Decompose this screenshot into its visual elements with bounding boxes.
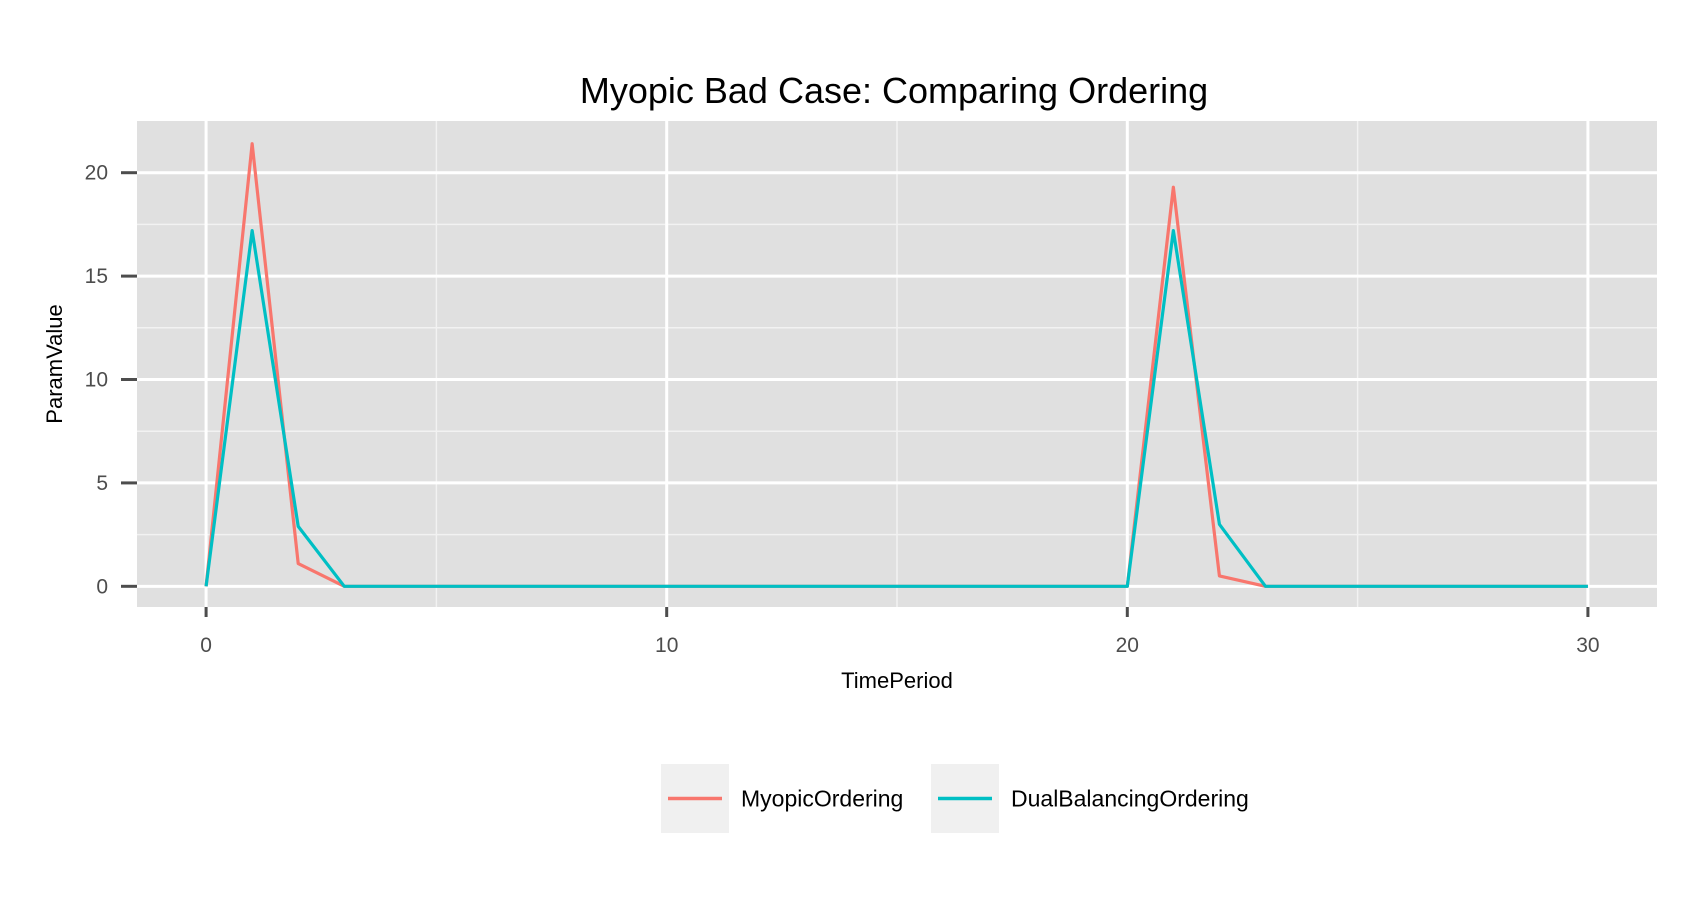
legend-label: DualBalancingOrdering [1011,786,1249,812]
y-tick-label: 10 [85,369,108,392]
legend-item-DualBalancingOrdering: DualBalancingOrdering [931,764,1249,833]
y-tick-label: 15 [85,265,108,288]
x-tick-label: 10 [655,634,678,657]
x-axis: 0 10 20 30 [200,607,1599,657]
y-axis-title: ParamValue [42,304,67,423]
legend-item-MyopicOrdering: MyopicOrdering [661,764,903,833]
legend-label: MyopicOrdering [741,786,903,812]
y-tick-label: 20 [85,162,108,185]
y-axis: 0 5 10 15 20 [85,162,137,599]
y-tick-label: 0 [96,575,108,598]
legend: MyopicOrdering DualBalancingOrdering [661,764,1249,833]
chart-title: Myopic Bad Case: Comparing Ordering [580,70,1208,111]
x-axis-title: TimePeriod [841,668,953,693]
x-tick-label: 20 [1116,634,1139,657]
y-tick-label: 5 [96,472,108,495]
x-tick-label: 30 [1576,634,1599,657]
x-tick-label: 0 [200,634,212,657]
